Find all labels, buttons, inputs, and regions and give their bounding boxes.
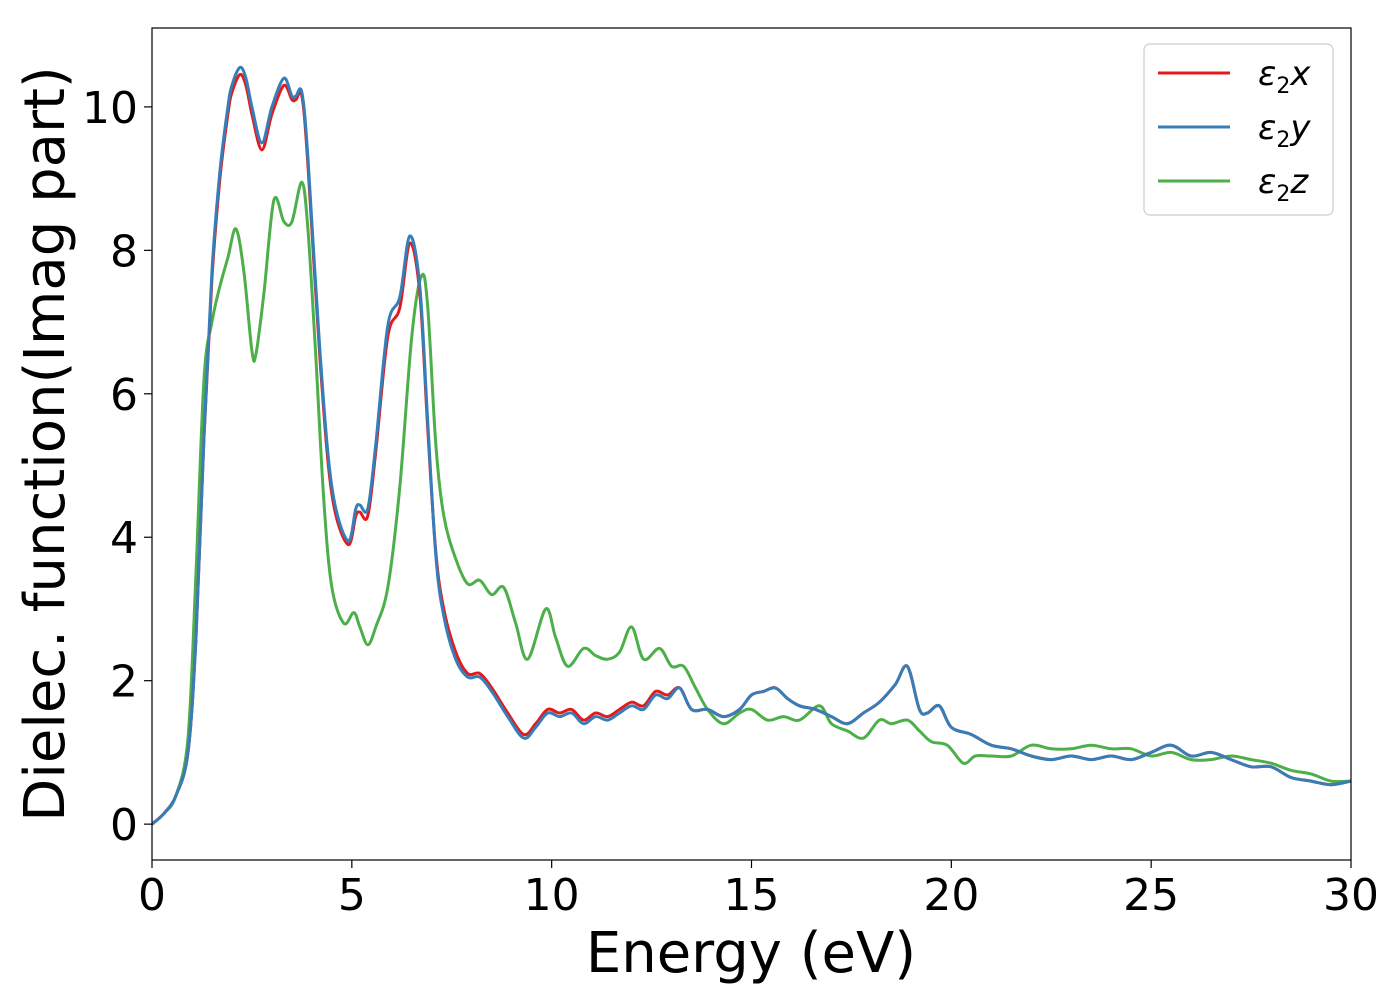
legend-box	[1143, 43, 1334, 216]
series-line-y	[152, 65, 1351, 826]
x-tick-label: 25	[1123, 870, 1179, 921]
y-tick-label: 0	[110, 800, 138, 851]
y-axis: 0 2 4 6 8 10	[82, 83, 152, 851]
x-tick-label: 5	[338, 870, 366, 921]
x-tick-label: 30	[1323, 870, 1379, 921]
x-tick-label: 20	[923, 870, 979, 921]
series-line-z	[152, 180, 1351, 826]
y-tick-label: 6	[110, 370, 138, 421]
legend-entry: ε2z	[1158, 162, 1309, 207]
legend-label: ε2z	[1258, 162, 1309, 207]
series-layer	[152, 65, 1351, 826]
y-tick-label: 4	[110, 513, 138, 564]
y-axis-label: Dielec. function(Imag part)	[13, 66, 78, 822]
y-tick-label: 10	[82, 83, 138, 134]
x-axis: 0 5 10 15 20 25 30	[138, 860, 1379, 921]
y-tick-label: 2	[110, 657, 138, 708]
legend-label: ε2x	[1258, 54, 1311, 99]
x-tick-label: 15	[724, 870, 780, 921]
legend: ε2x ε2y ε2z	[1143, 43, 1334, 216]
y-tick-label: 8	[110, 226, 138, 277]
legend-label: ε2y	[1258, 108, 1311, 153]
x-axis-label: Energy (eV)	[586, 921, 916, 986]
x-tick-label: 10	[524, 870, 580, 921]
x-tick-label: 0	[138, 870, 166, 921]
legend-entry: ε2y	[1158, 108, 1311, 153]
legend-entry: ε2x	[1158, 54, 1311, 99]
